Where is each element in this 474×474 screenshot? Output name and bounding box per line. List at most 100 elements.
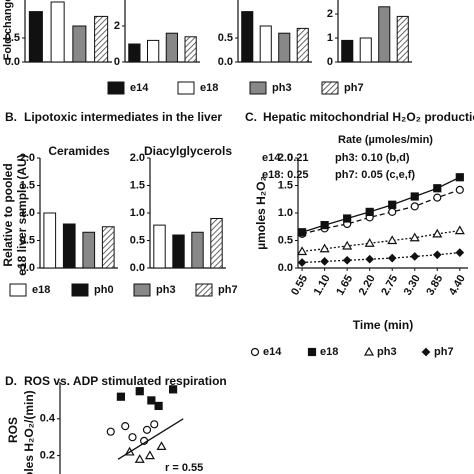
y-tick-label: 0.5: [218, 32, 233, 44]
bar: [184, 36, 197, 63]
bar: [72, 25, 87, 63]
marker: [365, 207, 374, 216]
marker: [297, 228, 307, 237]
legend-label: e14: [130, 82, 149, 94]
marker: [365, 254, 375, 264]
y-tick-label: 0.5: [5, 32, 20, 44]
marker: [342, 255, 352, 265]
y-tick-label: 2.0: [20, 152, 35, 164]
marker: [147, 396, 156, 405]
marker: [154, 401, 163, 411]
y-tick-label: 0.4: [40, 413, 56, 425]
marker: [128, 433, 137, 442]
marker: [363, 346, 375, 356]
legend-label: e14: [263, 346, 282, 358]
marker: [144, 450, 155, 460]
x-tick-label: 2.20: [357, 273, 378, 298]
y-axis-label: ROS: [6, 417, 20, 443]
marker: [454, 225, 465, 235]
bar: [165, 32, 178, 63]
marker: [116, 392, 126, 401]
panel-subtitle: Diacylglycerols: [144, 144, 232, 158]
annotation: ph3: 0.10 (b,d): [335, 152, 410, 164]
legend-label: ph7: [218, 284, 238, 296]
y-axis-label: moles H₂O₂/(min): [22, 390, 36, 474]
panel-letter: D.: [5, 374, 17, 388]
x-axis-label: Time (min): [353, 318, 413, 332]
y-axis-label: e18 liver sample (AU): [15, 154, 29, 275]
y-tick-label: 0.0: [130, 262, 145, 274]
y-tick-label: 0: [114, 56, 120, 68]
series-line: [302, 229, 460, 253]
bar: [296, 27, 309, 63]
bar: [28, 11, 43, 63]
y-tick-label: 1: [327, 32, 333, 44]
y-tick-label: 0.0: [20, 262, 35, 274]
marker: [364, 238, 375, 247]
annotation: e18: 0.25: [262, 169, 308, 181]
marker: [169, 385, 178, 394]
legend-label: ph3: [377, 346, 397, 358]
marker: [319, 243, 330, 253]
bar: [82, 231, 96, 269]
marker: [342, 240, 353, 250]
bar: [101, 226, 115, 269]
bar: [359, 37, 372, 63]
marker: [307, 347, 317, 357]
y-tick-label: 2: [327, 8, 333, 20]
panel-title: Lipotoxic intermediates in the liver: [24, 110, 222, 124]
bar: [50, 1, 65, 63]
bar: [128, 43, 141, 63]
legend-label: e18: [320, 346, 338, 358]
bar: [378, 6, 391, 63]
y-axis-label: Fold change: [2, 0, 14, 60]
marker: [455, 248, 465, 257]
marker: [455, 185, 464, 194]
legend-label: ph7: [344, 82, 364, 94]
y-tick-label: 1.0: [130, 207, 145, 219]
legend-label: ph7: [434, 346, 454, 358]
marker: [433, 184, 442, 193]
legend-swatch: [195, 283, 213, 297]
marker: [320, 257, 329, 266]
y-tick-label: 0.5: [20, 234, 35, 246]
x-tick-label: 1.65: [334, 273, 355, 298]
y-tick-label: 0.2: [40, 450, 55, 462]
panel-subtitle: Ceramides: [48, 144, 110, 158]
x-tick-label: 3.85: [424, 273, 445, 298]
legend-label: ph0: [94, 284, 114, 296]
x-tick-label: 0.55: [289, 273, 310, 298]
y-tick-label: 2: [114, 20, 120, 32]
marker: [388, 207, 397, 216]
legend-swatch: [249, 81, 267, 95]
legend-swatch: [107, 81, 125, 95]
marker: [297, 258, 307, 267]
bar: [191, 231, 204, 269]
marker: [432, 228, 443, 238]
annotation: Rate (µmoles/min): [338, 134, 433, 146]
bar: [172, 234, 185, 269]
bar: [147, 39, 160, 63]
y-tick-label: 2.0: [130, 152, 145, 164]
marker: [250, 347, 260, 357]
marker: [343, 214, 352, 223]
bar: [278, 32, 291, 63]
marker: [134, 454, 145, 463]
bar: [259, 25, 272, 63]
bar: [241, 11, 254, 63]
bar: [43, 212, 57, 269]
x-tick-label: 3.30: [402, 273, 423, 298]
y-tick-label: 1.5: [130, 179, 145, 191]
legend-swatch: [133, 283, 151, 297]
x-tick-label: 1.10: [312, 273, 333, 298]
panel-letter: C.: [245, 110, 257, 124]
legend-swatch: [71, 283, 89, 297]
legend-swatch: [177, 81, 195, 95]
marker: [455, 173, 464, 182]
annotation: r = 0.55: [165, 462, 203, 474]
x-tick-label: 2.75: [379, 273, 400, 298]
y-tick-label: 0.5: [130, 234, 145, 246]
panel-letter: B.: [5, 110, 17, 124]
marker: [432, 250, 442, 260]
